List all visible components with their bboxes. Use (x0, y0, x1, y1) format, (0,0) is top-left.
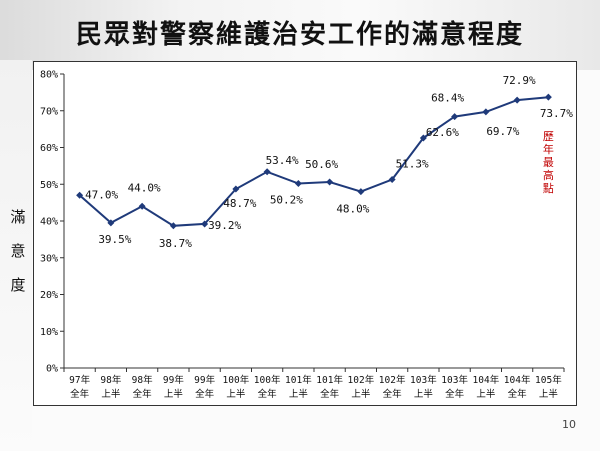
data-point (451, 113, 459, 121)
x-tick-label-year: 102年 (379, 374, 406, 386)
y-tick-label: 40% (40, 217, 58, 228)
data-point (388, 175, 396, 183)
x-tick-label-period: 全年 (445, 388, 465, 400)
header-decoration (0, 0, 600, 70)
x-tick-label-year: 99年 (194, 374, 215, 386)
data-label: 69.7% (486, 125, 519, 138)
x-tick-label-year: 99年 (163, 374, 184, 386)
annotation-char: 年 (543, 142, 554, 156)
data-label: 72.9% (503, 74, 536, 87)
x-tick-label-period: 上半 (101, 388, 120, 400)
x-tick-label-period: 上半 (539, 388, 558, 400)
data-label: 62.6% (426, 126, 459, 139)
y-label-char-3: 度 (10, 276, 26, 294)
data-point (232, 185, 240, 193)
x-tick-label-period: 上半 (289, 388, 308, 400)
data-point (138, 202, 146, 210)
data-label: 53.4% (266, 154, 299, 167)
chart-frame: 0% 10% 20% 30% 40% 50% 60% 70% 80% 97年 全年 98年 上半 98年全… (33, 61, 577, 406)
x-tick-label-period: 全年 (195, 388, 215, 400)
data-label: 38.7% (159, 237, 192, 250)
y-tick-label: 10% (40, 327, 58, 338)
data-point (544, 93, 552, 101)
annotation-char: 點 (543, 182, 554, 195)
data-label: 44.0% (128, 181, 161, 194)
y-tick-label: 50% (40, 180, 58, 191)
data-label: 50.6% (305, 158, 338, 171)
x-tick-label-year: 104年 (504, 374, 531, 386)
x-tick-label-year: 100年 (254, 374, 281, 386)
data-label: 50.2% (270, 194, 303, 207)
x-tick-label-period: 上半 (164, 388, 183, 400)
x-tick-label-period: 上半 (414, 388, 433, 400)
x-tick-label-period: 全年 (383, 388, 403, 400)
annotation-char: 歷 (543, 130, 554, 143)
data-point (76, 191, 84, 199)
page-title: 民眾對警察維護治安工作的滿意程度 (75, 20, 524, 50)
y-tick-label: 30% (40, 253, 58, 264)
x-tick-label-year: 103年 (410, 374, 437, 386)
y-tick-label: 60% (40, 143, 58, 154)
data-label: 39.5% (98, 233, 131, 246)
page-number: 10 (562, 418, 576, 431)
data-label: 68.4% (431, 92, 464, 105)
x-tick-label-year: 104年 (473, 374, 500, 386)
data-label: 73.7% (540, 107, 573, 120)
x-tick-label-year: 101年 (285, 374, 312, 386)
x-tick-label-year: 101年 (316, 374, 343, 386)
data-label: 47.0% (85, 188, 118, 201)
data-point (169, 222, 177, 230)
x-tick-label-year: 98年 (100, 374, 121, 386)
x-tick-label-period: 全年 (258, 388, 278, 400)
x-tick-label-period: 全年 (70, 388, 90, 400)
x-tick-label-year: 100年 (223, 374, 250, 386)
data-point (419, 134, 427, 142)
annotation-char: 高 (543, 168, 554, 182)
y-tick-label: 70% (40, 106, 58, 117)
x-tick-label-year: 98年 (132, 374, 153, 386)
x-tick-label-year: 97年 (69, 374, 90, 386)
data-point (513, 96, 521, 104)
data-point (294, 180, 302, 188)
data-point (326, 178, 334, 186)
x-tick-label-period: 上半 (226, 388, 245, 400)
y-tick-label: 20% (40, 290, 58, 301)
x-tick-label-period: 全年 (320, 388, 340, 400)
x-tick-label-year: 105年 (535, 374, 562, 386)
annotation-char: 最 (543, 156, 554, 169)
data-label: 51.3% (396, 157, 429, 170)
x-tick-label-year: 103年 (441, 374, 468, 386)
data-label: 48.7% (223, 197, 256, 210)
left-decoration (0, 60, 32, 451)
x-tick-label-period: 全年 (133, 388, 153, 400)
series-line (78, 96, 549, 227)
x-tick-label-period: 上半 (476, 388, 495, 400)
data-point (482, 108, 490, 116)
data-point (201, 220, 209, 228)
y-label-char-1: 滿 (10, 208, 26, 226)
y-tick-label: 0% (46, 364, 58, 375)
x-tick-label-period: 上半 (351, 388, 370, 400)
data-point (357, 188, 365, 196)
x-tick-label-period: 全年 (508, 388, 528, 400)
y-tick-label: 80% (40, 70, 58, 81)
data-point (263, 168, 271, 176)
data-point (107, 219, 115, 227)
y-axis-side-label: 滿 意 度 (6, 200, 30, 302)
y-label-char-2: 意 (10, 242, 26, 260)
line-chart: 0%10%20%30%40%50%60%70%80%97年全年98年上半98年全… (40, 70, 573, 401)
data-label: 39.2% (208, 219, 241, 232)
x-tick-label-year: 102年 (348, 374, 375, 386)
data-label: 48.0% (336, 203, 369, 216)
